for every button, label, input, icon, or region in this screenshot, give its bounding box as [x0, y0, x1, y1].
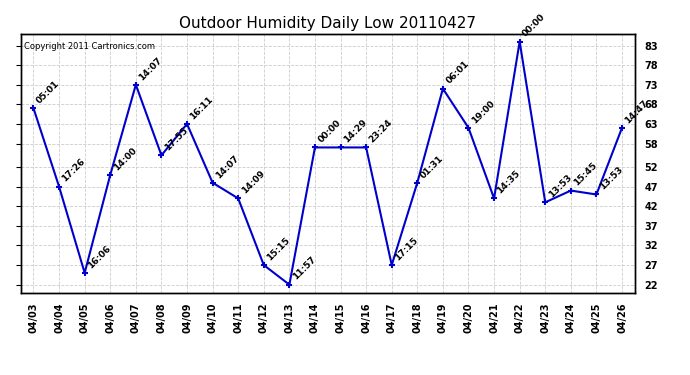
Title: Outdoor Humidity Daily Low 20110427: Outdoor Humidity Daily Low 20110427	[179, 16, 476, 31]
Text: 14:07: 14:07	[137, 55, 164, 82]
Text: 14:35: 14:35	[495, 169, 522, 196]
Text: 14:29: 14:29	[342, 118, 368, 145]
Text: 05:01: 05:01	[35, 79, 61, 105]
Text: 19:00: 19:00	[470, 99, 496, 125]
Text: 17:15: 17:15	[393, 236, 420, 262]
Text: 14:09: 14:09	[239, 169, 266, 196]
Text: 23:24: 23:24	[368, 118, 394, 145]
Text: 13:53: 13:53	[546, 173, 573, 200]
Text: 11:57: 11:57	[290, 255, 317, 282]
Text: 17:55: 17:55	[163, 126, 190, 153]
Text: 01:31: 01:31	[419, 153, 445, 180]
Text: 15:45: 15:45	[572, 161, 599, 188]
Text: Copyright 2011 Cartronics.com: Copyright 2011 Cartronics.com	[23, 42, 155, 51]
Text: 15:15: 15:15	[265, 236, 292, 262]
Text: 06:01: 06:01	[444, 59, 471, 86]
Text: 14:07: 14:07	[214, 153, 241, 180]
Text: 17:26: 17:26	[61, 157, 87, 184]
Text: 00:00: 00:00	[316, 118, 343, 145]
Text: 16:11: 16:11	[188, 94, 215, 121]
Text: 14:00: 14:00	[112, 146, 138, 172]
Text: 14:47: 14:47	[623, 98, 650, 125]
Text: 00:00: 00:00	[521, 12, 547, 39]
Text: 16:06: 16:06	[86, 244, 112, 270]
Text: 13:53: 13:53	[598, 165, 624, 192]
